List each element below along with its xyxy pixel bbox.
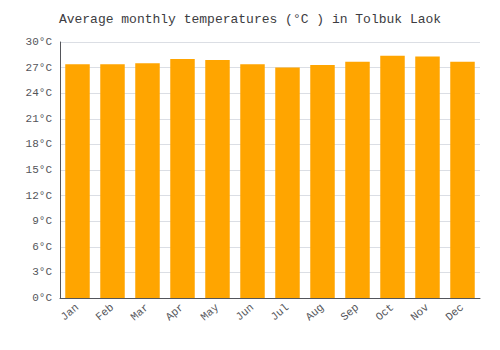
svg-text:27°C: 27°C [26,62,53,74]
svg-text:Jun: Jun [233,301,256,323]
svg-text:6°C: 6°C [32,241,52,253]
svg-text:Aug: Aug [303,301,326,323]
svg-text:Jan: Jan [58,301,81,323]
svg-text:Dec: Dec [443,301,466,323]
svg-text:Sep: Sep [338,301,361,323]
svg-text:21°C: 21°C [26,113,53,125]
svg-text:12°C: 12°C [26,190,53,202]
svg-text:30°C: 30°C [26,36,53,48]
svg-text:9°C: 9°C [32,215,52,227]
svg-text:Nov: Nov [408,301,431,323]
svg-text:Apr: Apr [163,301,186,323]
svg-text:Average monthly temperatures (: Average monthly temperatures (°C ) in To… [59,12,441,27]
svg-text:Jul: Jul [268,301,291,323]
svg-text:3°C: 3°C [32,266,52,278]
svg-text:Mar: Mar [128,301,151,323]
svg-text:Oct: Oct [373,301,396,323]
svg-text:15°C: 15°C [26,164,53,176]
svg-text:Feb: Feb [93,301,116,323]
svg-text:18°C: 18°C [26,138,53,150]
svg-text:24°C: 24°C [26,87,53,99]
svg-text:0°C: 0°C [32,292,52,304]
svg-text:May: May [198,301,221,323]
